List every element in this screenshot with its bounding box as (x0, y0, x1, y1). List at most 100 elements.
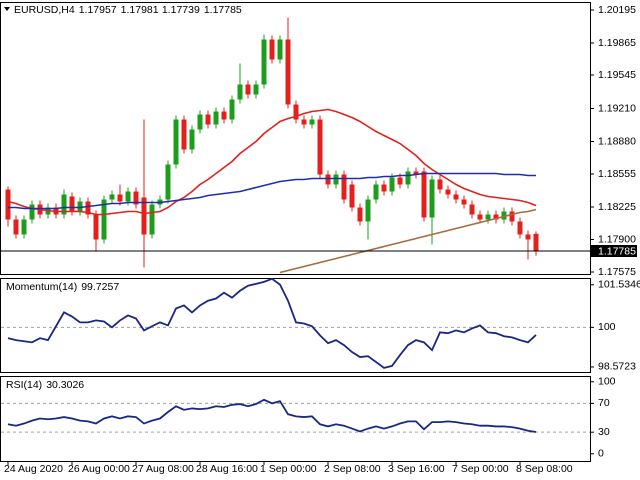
candle-body (181, 119, 187, 150)
candle-body (325, 174, 331, 185)
y-tick-label: 1.17900 (598, 233, 636, 245)
y-tick-label: 1.17575 (598, 266, 636, 278)
candle-body (221, 111, 227, 120)
candle-body (21, 219, 27, 235)
candle-body (421, 171, 427, 218)
candle-body (453, 194, 459, 200)
candle-body (301, 119, 307, 125)
candle-body (61, 194, 67, 215)
candle-body (405, 171, 411, 185)
y-tick-label: 1.18880 (598, 135, 636, 147)
candle-body (309, 119, 315, 125)
y-tick-label: 0 (598, 448, 604, 460)
candle-body (509, 211, 515, 222)
y-tick-label: 70 (598, 397, 610, 409)
chart-header: EURUSD,H4 1.17957 1.17981 1.17739 1.17785 (14, 4, 242, 16)
panel-frame (0, 376, 591, 462)
candle-body (229, 99, 235, 120)
symbol-dropdown (4, 7, 10, 11)
candle-body (381, 184, 387, 192)
candle-body (437, 179, 443, 190)
ohlc-open: 1.17957 (79, 4, 117, 16)
ohlc-high: 1.17981 (121, 4, 159, 16)
x-tick-label: 26 Aug 00:00 (68, 463, 130, 475)
y-tick-label: 1.18555 (598, 168, 636, 180)
candle-body (357, 207, 363, 222)
indicator-header: Momentum(14) 99.7257 (6, 281, 119, 293)
candle-body (109, 194, 115, 200)
moving-average-line (7, 108, 537, 216)
indicator-header: RSI(14) 30.3026 (6, 379, 84, 391)
moving-average-line (279, 208, 537, 274)
candle-body (469, 204, 475, 215)
current-price-box (591, 245, 637, 257)
indicator-title: RSI(14) (6, 379, 42, 391)
candle-body (461, 199, 467, 205)
candle-body (149, 204, 155, 235)
plot-area (7, 398, 537, 433)
y-tick-label: 1.19545 (598, 69, 636, 81)
x-tick-label: 1 Sep 00:00 (260, 463, 317, 475)
candle-body (373, 184, 379, 200)
candle-body (397, 177, 403, 185)
candle-body (133, 191, 139, 205)
candle-body (293, 104, 299, 120)
indicator-value: 30.3026 (46, 379, 84, 391)
plot-area (7, 278, 537, 369)
candle-body (77, 201, 83, 212)
x-tick-label: 28 Aug 16:00 (196, 463, 258, 475)
y-tick-label: 98.5723 (598, 361, 636, 373)
current-price-label: 1.17785 (598, 245, 636, 257)
x-tick-label: 2 Sep 08:00 (324, 463, 381, 475)
candle-body (389, 177, 395, 192)
candle-body (173, 119, 179, 165)
candle-body (269, 39, 275, 60)
candle-body (493, 214, 499, 220)
panel-frame (0, 278, 591, 373)
y-tick-label: 100 (598, 376, 616, 388)
chart-title: EURUSD,H4 (14, 4, 75, 16)
candle-body (69, 196, 75, 212)
candle-body (341, 174, 347, 200)
plot-area (5, 17, 539, 274)
candle-body (117, 194, 123, 202)
candle-body (525, 234, 531, 240)
candle-body (277, 39, 283, 60)
candle-body (85, 201, 91, 215)
candle-body (165, 164, 171, 200)
candle-body (141, 197, 147, 235)
candle-body (205, 114, 211, 125)
moving-average-line (8, 172, 536, 210)
indicator-line (7, 398, 537, 433)
candle-body (261, 39, 267, 85)
candle-body (197, 114, 203, 130)
y-tick-label: 1.19210 (598, 102, 636, 114)
candle-body (213, 111, 219, 125)
candle-body (533, 233, 539, 251)
x-tick-label: 27 Aug 08:00 (132, 463, 194, 475)
candle-body (101, 199, 107, 240)
y-tick-label: 101.5346 (598, 279, 640, 291)
candle-body (237, 84, 243, 100)
candle-body (517, 221, 523, 235)
indicator-value: 99.7257 (81, 281, 119, 293)
y-tick-label: 1.20195 (598, 4, 636, 16)
panel-frame (0, 2, 591, 275)
y-tick-label: 1.19865 (598, 37, 636, 49)
candle-body (333, 174, 339, 185)
candle-body (349, 184, 355, 208)
candle-body (365, 199, 371, 222)
candle-body (477, 214, 483, 220)
indicator-line (7, 278, 537, 369)
candle-body (413, 171, 419, 175)
candle-body (189, 129, 195, 150)
x-tick-label: 7 Sep 00:00 (452, 463, 509, 475)
y-tick-label: 30 (598, 426, 610, 438)
candle-body (429, 179, 435, 218)
candle-body (285, 39, 291, 105)
candle-body (485, 214, 491, 220)
candle-body (93, 214, 99, 240)
y-tick-label: 1.18225 (598, 201, 636, 213)
